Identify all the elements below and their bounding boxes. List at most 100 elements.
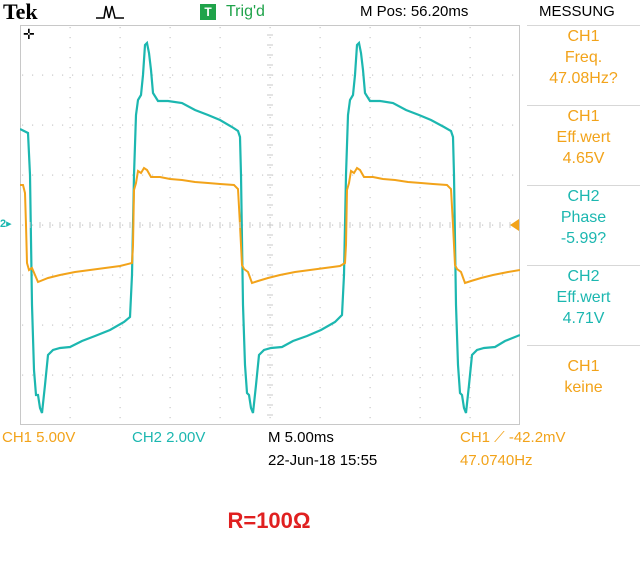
grid-dot [169, 37, 171, 39]
grid-dot [172, 174, 174, 176]
grid-dot [269, 87, 271, 89]
grid-dot [312, 124, 314, 126]
grid-dot [69, 137, 71, 139]
grid-dot [32, 124, 34, 126]
grid-dot [352, 274, 354, 276]
grid-dot [392, 174, 394, 176]
grid-dot [369, 277, 371, 279]
grid-dot [252, 124, 254, 126]
grid-dot [269, 107, 271, 109]
grid-dot [169, 137, 171, 139]
grid-dot [392, 374, 394, 376]
grid-dot [469, 277, 471, 279]
grid-dot [169, 107, 171, 109]
grid-dot [69, 117, 71, 119]
grid-dot [432, 74, 434, 76]
grid-dot [262, 74, 264, 76]
grid-dot [269, 77, 271, 79]
grid-dot [369, 67, 371, 69]
grid-dot [142, 374, 144, 376]
grid-dot [369, 167, 371, 169]
grid-dot [69, 187, 71, 189]
grid-dot [469, 137, 471, 139]
frequency-counter: 47.0740Hz [460, 452, 533, 469]
grid-dot [312, 224, 314, 226]
grid-dot [222, 124, 224, 126]
grid-dot [142, 274, 144, 276]
grid-dot [219, 27, 221, 29]
measurement-5[interactable]: CH1 keine [527, 345, 640, 426]
grid-dot [119, 277, 121, 279]
grid-dot [319, 217, 321, 219]
grid-dot [32, 174, 34, 176]
grid-dot [422, 74, 424, 76]
grid-dot [169, 167, 171, 169]
grid-dot [312, 274, 314, 276]
measurement-4[interactable]: CH2 Eff.wert 4.71V [527, 265, 640, 346]
horizontal-position: M Pos: 56.20ms [360, 3, 469, 20]
grid-dot [419, 307, 421, 309]
grid-dot [152, 274, 154, 276]
grid-dot [119, 167, 121, 169]
grid-dot [122, 274, 124, 276]
grid-dot [419, 157, 421, 159]
grid-dot [42, 274, 44, 276]
grid-dot [82, 374, 84, 376]
grid-dot [52, 224, 54, 226]
grid-dot [69, 287, 71, 289]
grid-dot [419, 77, 421, 79]
grid-dot [292, 74, 294, 76]
grid-dot [269, 327, 271, 329]
grid-dot [302, 274, 304, 276]
grid-dot [269, 337, 271, 339]
measurement-3[interactable]: CH2 Phase -5.99? [527, 185, 640, 266]
grid-dot [192, 224, 194, 226]
grid-dot [192, 74, 194, 76]
grid-dot [319, 137, 321, 139]
grid-dot [119, 257, 121, 259]
grid-dot [82, 124, 84, 126]
measurement-1[interactable]: CH1 Freq. 47.08Hz? [527, 25, 640, 106]
grid-dot [469, 107, 471, 109]
grid-dot [269, 167, 271, 169]
grid-dot [112, 324, 114, 326]
grid-dot [52, 374, 54, 376]
grid-dot [69, 47, 71, 49]
grid-dot [452, 74, 454, 76]
ch1-scale: CH1 5.00V [2, 429, 76, 446]
grid-dot [352, 174, 354, 176]
grid-dot [372, 224, 374, 226]
grid-dot [269, 297, 271, 299]
trigger-info: CH1 ⟋ -42.2mV [460, 429, 566, 446]
grid-dot [392, 224, 394, 226]
grid-dot [419, 257, 421, 259]
grid-dot [102, 124, 104, 126]
grid-dot [169, 207, 171, 209]
grid-dot [319, 297, 321, 299]
grid-dot [82, 224, 84, 226]
grid-dot [419, 107, 421, 109]
grid-dot [419, 317, 421, 319]
grid-dot [269, 177, 271, 179]
grid-dot [352, 374, 354, 376]
grid-dot [152, 124, 154, 126]
measurement-2[interactable]: CH1 Eff.wert 4.65V [527, 105, 640, 186]
grid-dot [219, 97, 221, 99]
grid-dot [192, 324, 194, 326]
grid-dot [319, 257, 321, 259]
grid-dot [172, 374, 174, 376]
grid-dot [69, 417, 71, 419]
grid-dot [292, 174, 294, 176]
grid-dot [102, 374, 104, 376]
grid-dot [69, 57, 71, 59]
measurement-name: Phase [560, 209, 607, 226]
grid-dot [102, 174, 104, 176]
grid-dot [482, 174, 484, 176]
grid-dot [269, 147, 271, 149]
grid-dot [72, 374, 74, 376]
grid-dot [169, 337, 171, 339]
grid-dot [119, 37, 121, 39]
grid-dot [462, 74, 464, 76]
grid-dot [269, 397, 271, 399]
grid-dot [169, 267, 171, 269]
